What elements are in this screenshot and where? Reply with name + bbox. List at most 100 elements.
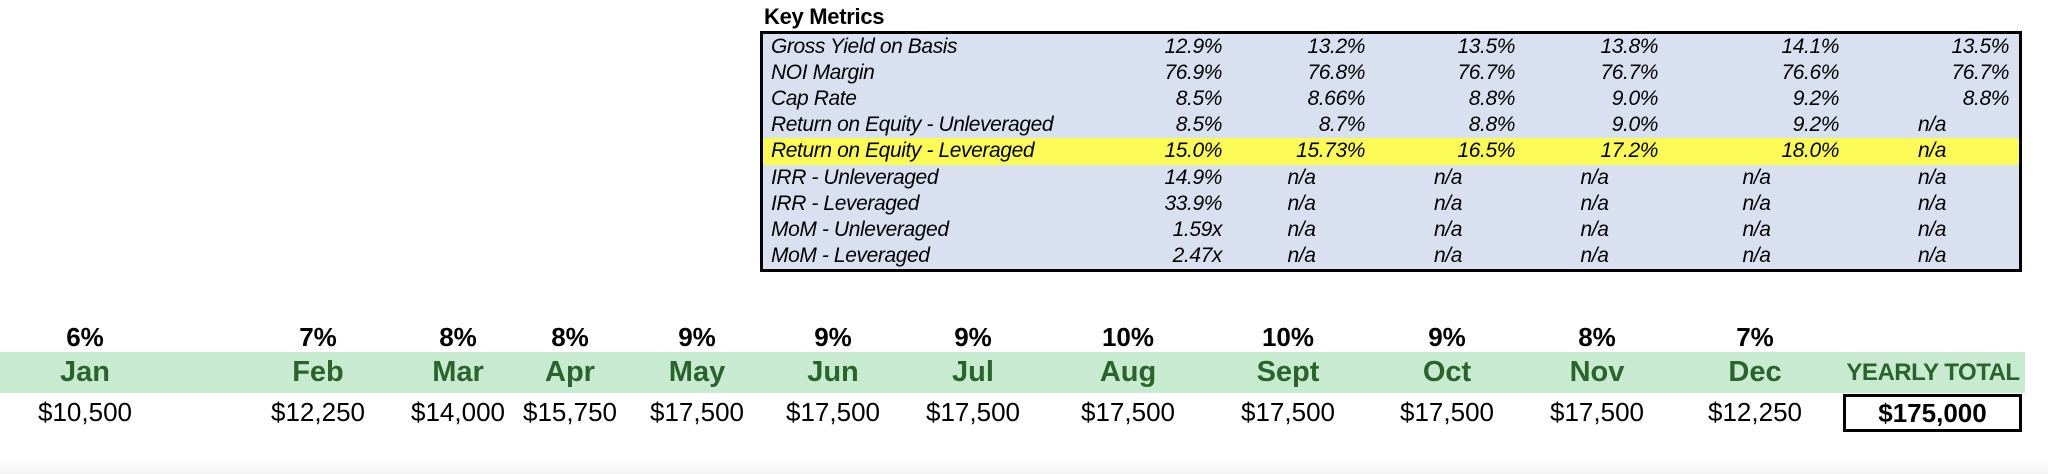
metric-value-cell[interactable]: 2.47x	[1172, 243, 1223, 267]
key-metrics-title[interactable]: Key Metrics	[764, 4, 885, 29]
month-cell[interactable]: Aug	[1099, 356, 1157, 388]
metric-value-cell[interactable]: n/a	[1287, 217, 1316, 241]
metric-value-cell[interactable]: 33.9%	[1164, 191, 1222, 215]
value-cell[interactable]: $14,000	[411, 397, 505, 427]
metric-value-cell[interactable]: 8.66%	[1307, 87, 1365, 111]
metric-value-cell[interactable]: 8.5%	[1175, 87, 1223, 111]
metric-value-cell[interactable]: 13.5%	[1457, 35, 1515, 59]
yearly-total-label[interactable]: YEARLY TOTAL	[1846, 359, 2020, 386]
percent-cell[interactable]: 10%	[1101, 322, 1155, 352]
metric-value-cell[interactable]: n/a	[1580, 165, 1609, 189]
month-cell[interactable]: Oct	[1422, 356, 1472, 388]
value-cell[interactable]: $12,250	[271, 397, 365, 427]
metric-value-cell[interactable]: 76.8%	[1307, 61, 1365, 85]
value-cell[interactable]: $17,500	[1550, 397, 1644, 427]
metric-value-cell[interactable]: n/a	[1918, 165, 1946, 189]
metric-label-cell[interactable]: Return on Equity - Leveraged	[771, 139, 1035, 163]
metric-value-cell[interactable]: n/a	[1918, 217, 1946, 241]
metric-value-cell[interactable]: n/a	[1434, 217, 1462, 241]
percent-cell[interactable]: 8%	[551, 322, 589, 352]
metric-value-cell[interactable]: 13.2%	[1307, 35, 1365, 59]
metric-value-cell[interactable]: n/a	[1918, 243, 1946, 267]
metric-value-cell[interactable]: 9.2%	[1792, 113, 1840, 137]
metric-value-cell[interactable]: n/a	[1434, 243, 1462, 267]
metric-value-cell[interactable]: 8.8%	[1468, 87, 1516, 111]
metric-value-cell[interactable]: n/a	[1742, 191, 1771, 215]
percent-cell[interactable]: 7%	[1736, 322, 1774, 352]
metric-value-cell[interactable]: 16.5%	[1457, 139, 1515, 163]
metric-value-cell[interactable]: 9.2%	[1792, 87, 1840, 111]
metric-label-cell[interactable]: NOI Margin	[771, 61, 875, 85]
value-cell[interactable]: $15,750	[523, 397, 617, 427]
month-cell[interactable]: Dec	[1728, 356, 1782, 388]
metric-value-cell[interactable]: n/a	[1918, 139, 1946, 163]
metric-value-cell[interactable]: 8.8%	[1468, 113, 1516, 137]
month-cell[interactable]: Apr	[545, 356, 595, 388]
metric-value-cell[interactable]: n/a	[1742, 217, 1771, 241]
month-cell[interactable]: Mar	[432, 356, 484, 388]
metric-value-cell[interactable]: 13.5%	[1951, 35, 2009, 59]
metric-value-cell[interactable]: n/a	[1918, 191, 1946, 215]
metric-value-cell[interactable]: 14.1%	[1781, 35, 1839, 59]
metric-label-cell[interactable]: MoM - Unleveraged	[771, 217, 949, 241]
metric-value-cell[interactable]: 17.2%	[1600, 139, 1658, 163]
metric-value-cell[interactable]: n/a	[1580, 191, 1609, 215]
percent-cell[interactable]: 6%	[66, 322, 104, 352]
metric-value-cell[interactable]: 76.9%	[1164, 61, 1222, 85]
value-cell[interactable]: $17,500	[1400, 397, 1494, 427]
metric-value-cell[interactable]: 15.0%	[1164, 139, 1222, 163]
metric-value-cell[interactable]: 76.6%	[1781, 61, 1839, 85]
metric-value-cell[interactable]: 8.5%	[1175, 113, 1223, 137]
percent-cell[interactable]: 7%	[299, 322, 337, 352]
metric-value-cell[interactable]: n/a	[1742, 165, 1771, 189]
metric-label-cell[interactable]: Cap Rate	[771, 87, 857, 111]
metric-value-cell[interactable]: 76.7%	[1951, 61, 2009, 85]
metric-label-cell[interactable]: Return on Equity - Unleveraged	[771, 113, 1054, 137]
month-cell[interactable]: Nov	[1569, 356, 1625, 388]
metric-value-cell[interactable]: n/a	[1918, 113, 1946, 137]
percent-cell[interactable]: 8%	[1578, 322, 1616, 352]
metric-value-cell[interactable]: n/a	[1580, 217, 1609, 241]
metric-value-cell[interactable]: 12.9%	[1164, 35, 1222, 59]
metric-label-cell[interactable]: IRR - Leveraged	[771, 191, 920, 215]
metric-value-cell[interactable]: 76.7%	[1457, 61, 1515, 85]
yearly-total-value[interactable]: $175,000	[1843, 394, 2022, 432]
percent-cell[interactable]: 9%	[678, 322, 716, 352]
metric-value-cell[interactable]: 14.9%	[1164, 165, 1222, 189]
metric-label-cell[interactable]: IRR - Unleveraged	[771, 165, 939, 189]
month-cell[interactable]: Feb	[292, 356, 344, 388]
metric-value-cell[interactable]: 13.8%	[1600, 35, 1658, 59]
metric-value-cell[interactable]: n/a	[1287, 191, 1316, 215]
metric-value-cell[interactable]: 18.0%	[1781, 139, 1839, 163]
metric-value-cell[interactable]: n/a	[1580, 243, 1609, 267]
metric-value-cell[interactable]: 76.7%	[1600, 61, 1658, 85]
metric-value-cell[interactable]: n/a	[1287, 165, 1316, 189]
metric-value-cell[interactable]: 9.0%	[1611, 87, 1659, 111]
metric-label-cell[interactable]: Gross Yield on Basis	[771, 35, 958, 59]
month-cell[interactable]: Jul	[952, 356, 994, 388]
metric-value-cell[interactable]: 8.8%	[1962, 87, 2010, 111]
metric-value-cell[interactable]: n/a	[1434, 191, 1462, 215]
percent-cell[interactable]: 10%	[1261, 322, 1315, 352]
value-cell[interactable]: $12,250	[1708, 397, 1802, 427]
month-cell[interactable]: May	[668, 356, 726, 388]
month-cell[interactable]: Jun	[807, 356, 859, 388]
value-cell[interactable]: $17,500	[926, 397, 1020, 427]
month-cell[interactable]: Jan	[60, 356, 110, 388]
metric-value-cell[interactable]: n/a	[1742, 243, 1771, 267]
value-cell[interactable]: $17,500	[1081, 397, 1175, 427]
percent-cell[interactable]: 9%	[814, 322, 852, 352]
metric-value-cell[interactable]: 8.7%	[1318, 113, 1366, 137]
metric-value-cell[interactable]: n/a	[1434, 165, 1462, 189]
percent-cell[interactable]: 8%	[439, 322, 477, 352]
value-cell[interactable]: $17,500	[1241, 397, 1335, 427]
percent-cell[interactable]: 9%	[1428, 322, 1466, 352]
value-cell[interactable]: $17,500	[650, 397, 744, 427]
metric-value-cell[interactable]: 9.0%	[1611, 113, 1659, 137]
percent-cell[interactable]: 9%	[954, 322, 992, 352]
metric-value-cell[interactable]: 1.59x	[1172, 217, 1223, 241]
metric-label-cell[interactable]: MoM - Leveraged	[771, 243, 930, 267]
value-cell[interactable]: $17,500	[786, 397, 880, 427]
metric-value-cell[interactable]: n/a	[1287, 243, 1316, 267]
value-cell[interactable]: $10,500	[38, 397, 132, 427]
